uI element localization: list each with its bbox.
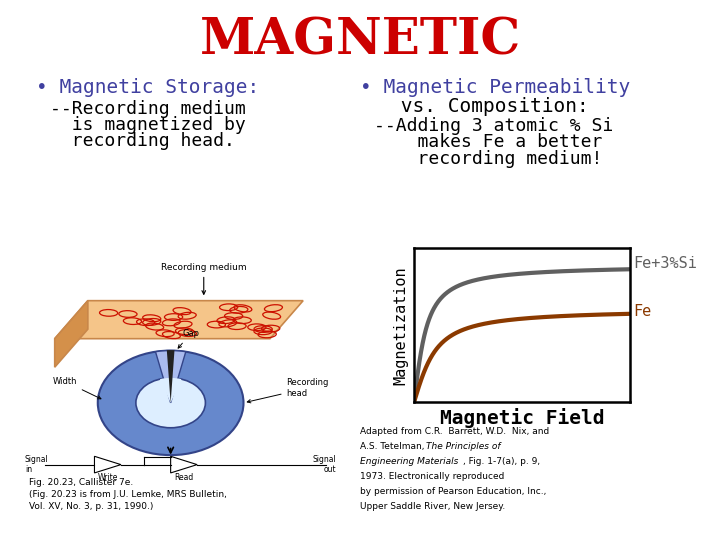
Text: MAGNETIC: MAGNETIC xyxy=(199,16,521,65)
Circle shape xyxy=(136,378,205,428)
Text: vs. Composition:: vs. Composition: xyxy=(389,97,588,116)
Polygon shape xyxy=(55,301,303,339)
Text: Fig. 20.23, Callister 7e.: Fig. 20.23, Callister 7e. xyxy=(29,478,133,487)
Text: , Fig. 1-7(a), p. 9,: , Fig. 1-7(a), p. 9, xyxy=(463,457,540,466)
Text: Width: Width xyxy=(53,377,101,399)
Text: The Principles of: The Principles of xyxy=(426,442,500,451)
Text: Fe+3%Si: Fe+3%Si xyxy=(634,256,698,272)
Text: Write: Write xyxy=(97,473,118,482)
Text: • Magnetic Permeability: • Magnetic Permeability xyxy=(360,78,630,97)
X-axis label: Magnetic Field: Magnetic Field xyxy=(440,408,604,428)
Text: recording medium!: recording medium! xyxy=(374,150,603,167)
Text: Fe: Fe xyxy=(634,303,652,319)
Text: is magnetized by: is magnetized by xyxy=(50,116,246,134)
Polygon shape xyxy=(55,301,88,367)
Wedge shape xyxy=(160,378,181,403)
Text: 1973. Electronically reproduced: 1973. Electronically reproduced xyxy=(360,472,505,481)
Text: --Recording medium: --Recording medium xyxy=(50,100,246,118)
Text: Upper Saddle River, New Jersey.: Upper Saddle River, New Jersey. xyxy=(360,502,505,511)
Text: A.S. Tetelman,: A.S. Tetelman, xyxy=(360,442,428,451)
Text: Signal
out: Signal out xyxy=(312,455,336,474)
Text: by permission of Pearson Education, Inc.,: by permission of Pearson Education, Inc.… xyxy=(360,487,546,496)
Text: Signal
in: Signal in xyxy=(25,455,49,474)
Text: • Magnetic Storage:: • Magnetic Storage: xyxy=(36,78,259,97)
Circle shape xyxy=(98,350,243,455)
Text: --Adding 3 atomic % Si: --Adding 3 atomic % Si xyxy=(374,117,613,135)
Text: recording head.: recording head. xyxy=(50,132,235,150)
Wedge shape xyxy=(156,350,186,403)
Text: Adapted from C.R.  Barrett, W.D.  Nix, and: Adapted from C.R. Barrett, W.D. Nix, and xyxy=(360,427,549,436)
Text: Engineering Materials: Engineering Materials xyxy=(360,457,459,466)
Text: Recording medium: Recording medium xyxy=(161,263,246,294)
Text: Gap: Gap xyxy=(178,329,199,348)
Text: Recording
head: Recording head xyxy=(247,379,329,403)
Y-axis label: Magnetization: Magnetization xyxy=(393,266,408,384)
Text: makes Fe a better: makes Fe a better xyxy=(374,133,603,151)
Text: Read: Read xyxy=(174,473,194,482)
Text: Vol. XV, No. 3, p. 31, 1990.): Vol. XV, No. 3, p. 31, 1990.) xyxy=(29,502,153,511)
Text: (Fig. 20.23 is from J.U. Lemke, MRS Bulletin,: (Fig. 20.23 is from J.U. Lemke, MRS Bull… xyxy=(29,490,227,499)
Wedge shape xyxy=(167,350,174,403)
